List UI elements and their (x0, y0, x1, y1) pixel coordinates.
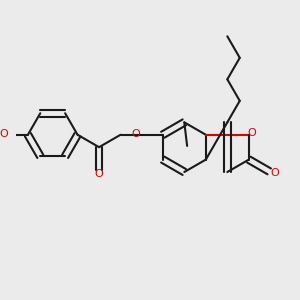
Text: O: O (0, 129, 8, 139)
Text: O: O (270, 168, 279, 178)
Text: O: O (131, 129, 140, 139)
Text: O: O (248, 128, 256, 138)
Text: O: O (95, 169, 103, 179)
